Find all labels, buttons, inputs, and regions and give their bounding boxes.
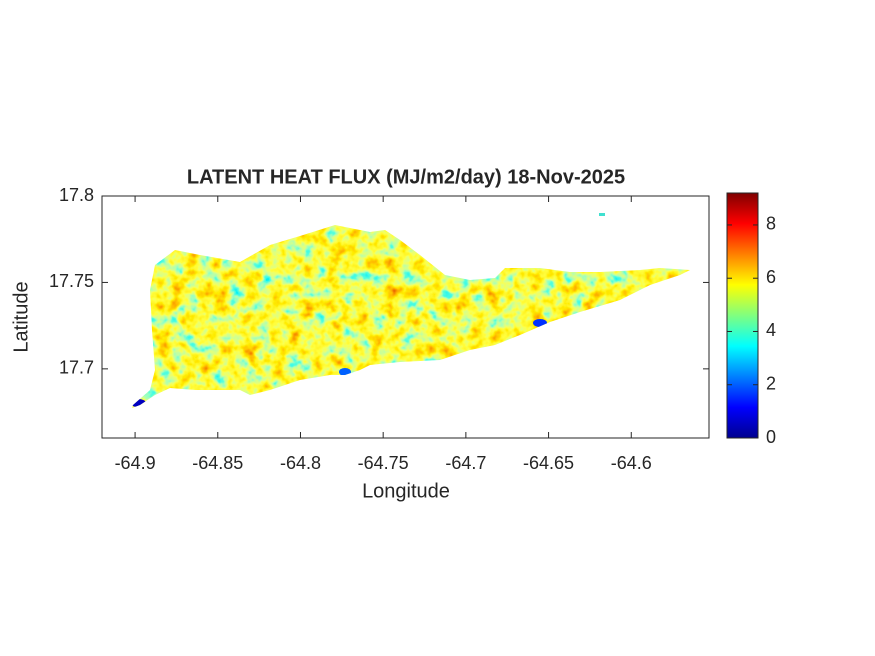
- colorbar-tick-label: 8: [766, 214, 776, 234]
- x-tick-label: -64.85: [192, 453, 243, 473]
- x-tick-label: -64.6: [611, 453, 652, 473]
- chart-title: LATENT HEAT FLUX (MJ/m2/day) 18-Nov-2025: [187, 166, 625, 188]
- islet: [599, 213, 605, 216]
- x-axis-label: Longitude: [362, 480, 450, 502]
- colorbar-tick-label: 6: [766, 267, 776, 287]
- flux-field: [132, 225, 690, 408]
- colorbar-tick-label: 2: [766, 373, 776, 393]
- y-axis-label: Latitude: [10, 281, 32, 352]
- x-tick-label: -64.65: [523, 453, 574, 473]
- colorbar-tick-label: 0: [766, 427, 776, 447]
- x-tick-label: -64.7: [445, 453, 486, 473]
- y-tick-label: 17.75: [49, 271, 94, 291]
- plot-box: [101, 195, 710, 439]
- colorbar: [726, 192, 759, 439]
- x-tick-label: -64.9: [115, 453, 156, 473]
- x-tick-label: -64.75: [358, 453, 409, 473]
- y-tick-label: 17.8: [59, 185, 94, 205]
- y-tick-label: 17.7: [59, 358, 94, 378]
- colorbar-tick-label: 4: [766, 320, 776, 340]
- x-tick-label: -64.8: [280, 453, 321, 473]
